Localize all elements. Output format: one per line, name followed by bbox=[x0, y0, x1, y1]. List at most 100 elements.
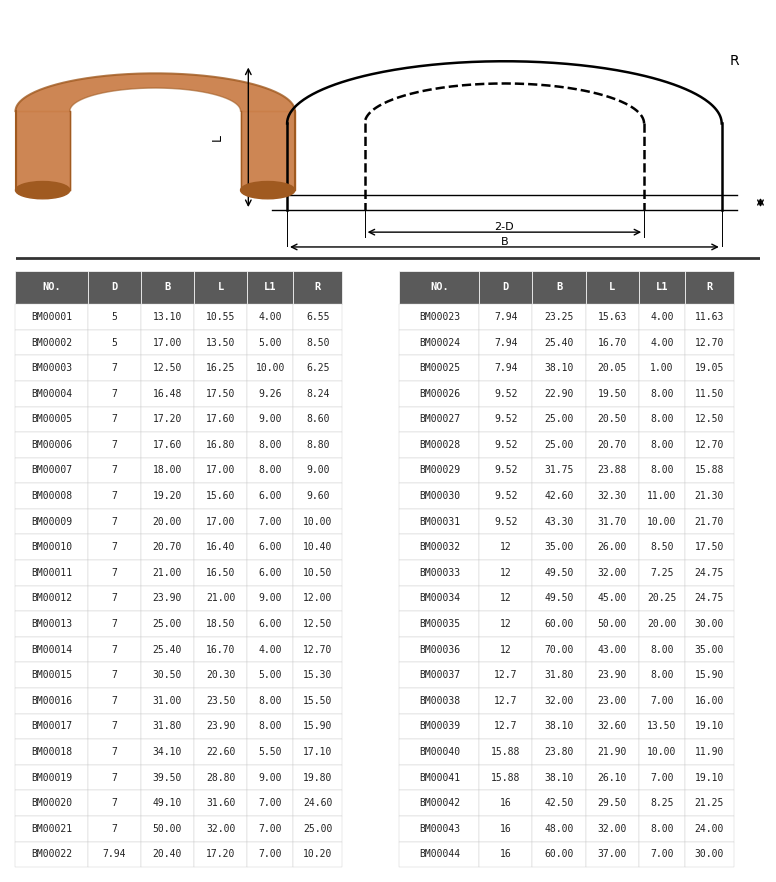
Text: 21.90: 21.90 bbox=[598, 747, 627, 757]
FancyBboxPatch shape bbox=[480, 271, 532, 304]
Text: 15.88: 15.88 bbox=[491, 747, 521, 757]
Text: L: L bbox=[211, 134, 223, 141]
Text: R: R bbox=[729, 54, 739, 68]
FancyBboxPatch shape bbox=[639, 509, 684, 534]
FancyBboxPatch shape bbox=[684, 560, 734, 586]
Text: 17.00: 17.00 bbox=[206, 517, 235, 527]
FancyBboxPatch shape bbox=[480, 355, 532, 381]
FancyBboxPatch shape bbox=[141, 662, 194, 688]
Text: 9.52: 9.52 bbox=[494, 415, 518, 424]
Text: 23.90: 23.90 bbox=[206, 721, 235, 731]
Text: 21.30: 21.30 bbox=[695, 491, 724, 501]
Text: 70.00: 70.00 bbox=[545, 645, 573, 654]
FancyBboxPatch shape bbox=[293, 688, 342, 714]
Text: BM00036: BM00036 bbox=[419, 645, 460, 654]
FancyBboxPatch shape bbox=[194, 841, 248, 867]
Text: 25.00: 25.00 bbox=[545, 415, 573, 424]
FancyBboxPatch shape bbox=[532, 688, 586, 714]
FancyBboxPatch shape bbox=[88, 765, 141, 790]
Text: 49.50: 49.50 bbox=[545, 568, 573, 578]
Text: 29.50: 29.50 bbox=[598, 798, 627, 808]
Text: 7.94: 7.94 bbox=[102, 849, 126, 859]
Text: 9.52: 9.52 bbox=[494, 466, 518, 475]
Text: L1: L1 bbox=[264, 282, 276, 293]
FancyBboxPatch shape bbox=[480, 560, 532, 586]
Text: 8.00: 8.00 bbox=[650, 440, 674, 450]
Text: 9.00: 9.00 bbox=[258, 594, 282, 603]
FancyBboxPatch shape bbox=[16, 355, 88, 381]
Text: 7.94: 7.94 bbox=[494, 363, 518, 373]
Text: 10.00: 10.00 bbox=[647, 747, 677, 757]
Text: 16: 16 bbox=[500, 798, 511, 808]
FancyBboxPatch shape bbox=[480, 662, 532, 688]
Text: 19.10: 19.10 bbox=[695, 721, 724, 731]
FancyBboxPatch shape bbox=[88, 330, 141, 355]
FancyBboxPatch shape bbox=[480, 714, 532, 739]
FancyBboxPatch shape bbox=[532, 458, 586, 483]
FancyBboxPatch shape bbox=[141, 432, 194, 458]
Text: 9.52: 9.52 bbox=[494, 517, 518, 527]
FancyBboxPatch shape bbox=[141, 816, 194, 841]
FancyBboxPatch shape bbox=[586, 407, 639, 432]
Text: 8.00: 8.00 bbox=[258, 721, 282, 731]
FancyBboxPatch shape bbox=[684, 816, 734, 841]
Text: 45.00: 45.00 bbox=[598, 594, 627, 603]
FancyBboxPatch shape bbox=[88, 662, 141, 688]
FancyBboxPatch shape bbox=[684, 304, 734, 330]
FancyBboxPatch shape bbox=[141, 330, 194, 355]
Text: BM00020: BM00020 bbox=[31, 798, 72, 808]
Text: 6.00: 6.00 bbox=[258, 619, 282, 629]
Text: 25.40: 25.40 bbox=[153, 645, 182, 654]
Text: BM00037: BM00037 bbox=[419, 670, 460, 680]
FancyBboxPatch shape bbox=[639, 483, 684, 509]
Text: 20.70: 20.70 bbox=[598, 440, 627, 450]
FancyBboxPatch shape bbox=[248, 586, 293, 611]
Text: 15.90: 15.90 bbox=[695, 670, 724, 680]
FancyBboxPatch shape bbox=[88, 816, 141, 841]
Text: 31.70: 31.70 bbox=[598, 517, 627, 527]
FancyBboxPatch shape bbox=[293, 841, 342, 867]
FancyBboxPatch shape bbox=[480, 841, 532, 867]
FancyBboxPatch shape bbox=[248, 483, 293, 509]
Text: 9.00: 9.00 bbox=[258, 773, 282, 782]
FancyBboxPatch shape bbox=[684, 458, 734, 483]
Text: 5.00: 5.00 bbox=[258, 338, 282, 348]
FancyBboxPatch shape bbox=[532, 355, 586, 381]
FancyBboxPatch shape bbox=[16, 790, 88, 816]
Text: 10.50: 10.50 bbox=[303, 568, 332, 578]
Text: 49.50: 49.50 bbox=[545, 594, 573, 603]
FancyBboxPatch shape bbox=[194, 330, 248, 355]
FancyBboxPatch shape bbox=[684, 688, 734, 714]
FancyBboxPatch shape bbox=[639, 432, 684, 458]
Text: BM00014: BM00014 bbox=[31, 645, 72, 654]
FancyBboxPatch shape bbox=[293, 271, 342, 304]
Text: NO.: NO. bbox=[42, 282, 61, 293]
Text: 20.40: 20.40 bbox=[153, 849, 182, 859]
Text: BM00007: BM00007 bbox=[31, 466, 72, 475]
Text: 16.70: 16.70 bbox=[598, 338, 627, 348]
FancyBboxPatch shape bbox=[248, 534, 293, 560]
Text: 39.50: 39.50 bbox=[153, 773, 182, 782]
Text: 23.50: 23.50 bbox=[206, 696, 235, 706]
Text: 7: 7 bbox=[111, 645, 117, 654]
Text: BM00027: BM00027 bbox=[419, 415, 460, 424]
Text: 7: 7 bbox=[111, 824, 117, 833]
FancyBboxPatch shape bbox=[400, 637, 480, 662]
Text: 1.00: 1.00 bbox=[650, 363, 674, 373]
FancyBboxPatch shape bbox=[532, 816, 586, 841]
Text: 43.30: 43.30 bbox=[545, 517, 573, 527]
Text: BM00044: BM00044 bbox=[419, 849, 460, 859]
Text: 42.50: 42.50 bbox=[545, 798, 573, 808]
FancyBboxPatch shape bbox=[293, 637, 342, 662]
FancyBboxPatch shape bbox=[88, 714, 141, 739]
FancyBboxPatch shape bbox=[684, 586, 734, 611]
Text: 11.63: 11.63 bbox=[695, 312, 724, 322]
FancyBboxPatch shape bbox=[586, 816, 639, 841]
FancyBboxPatch shape bbox=[400, 662, 480, 688]
FancyBboxPatch shape bbox=[586, 271, 639, 304]
FancyBboxPatch shape bbox=[16, 560, 88, 586]
Text: 19.20: 19.20 bbox=[153, 491, 182, 501]
Text: 8.00: 8.00 bbox=[258, 466, 282, 475]
Text: 26.00: 26.00 bbox=[598, 542, 627, 552]
FancyBboxPatch shape bbox=[586, 739, 639, 765]
